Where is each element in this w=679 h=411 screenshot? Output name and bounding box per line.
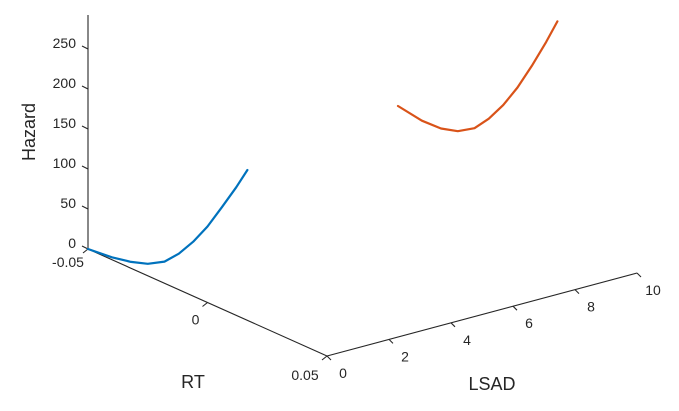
z-tick	[81, 125, 89, 130]
y-tick	[450, 322, 456, 328]
y-tick	[512, 305, 518, 311]
x-tick-label: 0.05	[291, 367, 318, 383]
y-tick-label: 6	[525, 315, 533, 331]
z-tick-label: 200	[53, 75, 77, 91]
y-tick-label: 2	[401, 348, 409, 364]
axis-tick-labels: 0 50 100 150 200 250 -0.05 0 0.05 0 2 4 6 8 10	[52, 35, 661, 383]
y-axis-line	[326, 272, 638, 357]
z-tick-label: 50	[60, 195, 76, 211]
z-tick	[81, 165, 89, 170]
y-tick-label: 0	[339, 365, 347, 381]
z-tick-label: 100	[53, 155, 77, 171]
z-tick	[81, 85, 89, 90]
z-tick-label: 150	[53, 115, 77, 131]
x-tick	[321, 355, 328, 361]
y-tick	[388, 339, 394, 344]
series-line-1	[86, 168, 249, 265]
x-tick-label: -0.05	[52, 254, 84, 270]
y-tick	[326, 355, 332, 361]
x-tick	[202, 302, 208, 307]
axis-ticks	[81, 45, 642, 361]
z-tick	[81, 245, 89, 250]
y-tick-label: 8	[587, 299, 595, 315]
y-tick	[574, 289, 580, 294]
z-tick-label: 250	[53, 35, 77, 51]
y-tick	[636, 272, 642, 278]
z-tick-label: 0	[68, 235, 76, 251]
x-axis-label: RT	[181, 372, 205, 392]
y-tick-label: 10	[645, 282, 661, 298]
y-axis-label: LSAD	[468, 374, 515, 394]
z-tick	[81, 205, 89, 210]
series-line-2	[396, 20, 559, 133]
z-axis-label: Hazard	[19, 103, 39, 161]
y-tick-label: 4	[463, 332, 471, 348]
x-tick-label: 0	[192, 312, 200, 328]
data-series	[86, 20, 559, 265]
z-tick	[81, 45, 89, 50]
